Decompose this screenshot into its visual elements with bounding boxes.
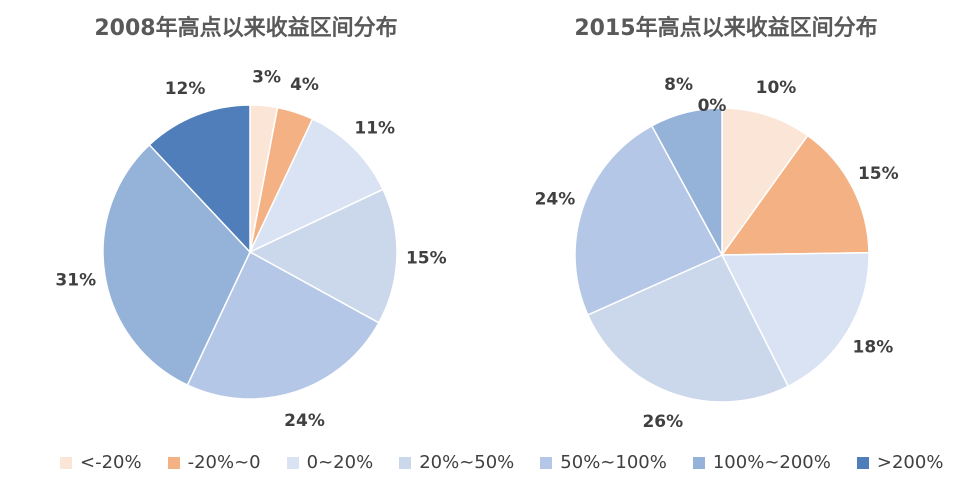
pie2008-label-gt200: 12% — [165, 79, 206, 99]
legend-swatch — [286, 456, 299, 469]
chart-title-2008: 2008年高点以来收益区间分布 — [94, 16, 398, 41]
pie2008-label-lt-neg20: 3% — [252, 67, 281, 87]
legend-swatch — [856, 456, 869, 469]
legend-label: 20%~50% — [419, 452, 515, 473]
pie2015-label-gt200: 0% — [698, 96, 727, 116]
pie2008-slice-100-200 — [102, 143, 251, 387]
pie2008-label-neg20-0: 4% — [290, 75, 319, 95]
pie2008-slice-50-100 — [186, 250, 380, 400]
pie2015-slice-neg20-0 — [720, 134, 870, 256]
pie2015-label-100-200: 8% — [664, 75, 693, 95]
pie2015-slice-20-50 — [586, 254, 790, 403]
pie2008-slice-20-50 — [248, 188, 398, 324]
legend-label: -20%~0 — [187, 452, 261, 473]
legend-item-0-20: 0~20% — [286, 452, 374, 473]
legend-label: >200% — [876, 452, 944, 473]
legend-swatch — [540, 456, 553, 469]
legend-label: 100%~200% — [712, 452, 831, 473]
pie2015-label-20-50: 26% — [642, 412, 683, 432]
pie2015-label-0-20: 18% — [853, 337, 894, 357]
chart-title-2015: 2015年高点以来收益区间分布 — [574, 16, 878, 41]
pie2008-label-0-20: 11% — [354, 118, 395, 138]
legend-label: 0~20% — [306, 452, 374, 473]
pie2008-label-100-200: 31% — [55, 271, 96, 291]
legend-item-lt-neg20: <-20% — [60, 452, 142, 473]
pie2015-slice-100-200 — [650, 107, 723, 256]
pie2008-slice-0-20 — [248, 117, 385, 254]
legend-label: <-20% — [80, 452, 142, 473]
legend-swatch — [60, 456, 72, 469]
legend-item-100-200: 100%~200% — [692, 452, 831, 473]
legend-label: 50%~100% — [560, 452, 667, 473]
legend-swatch — [167, 456, 180, 469]
legend-item-gt200: >200% — [856, 452, 944, 473]
pie2015-slice-50-100 — [574, 124, 724, 316]
legend-swatch — [399, 456, 412, 469]
pie2015-label-50-100: 24% — [535, 189, 576, 209]
pie2015-slice-0-20 — [720, 251, 870, 388]
pie2015-slice-lt-neg20 — [721, 107, 809, 258]
legend-item-20-50: 20%~50% — [399, 452, 514, 473]
pie2008-slice-gt200 — [148, 104, 251, 254]
legend-swatch — [692, 456, 705, 469]
legend-item-neg20-0: -20%~0 — [167, 452, 261, 473]
legend-item-50-100: 50%~100% — [540, 452, 667, 473]
pie2008-label-20-50: 15% — [406, 249, 447, 269]
legend: <-20% -20%~0 0~20% 20%~50% 50%~100% 100%~200%… — [60, 452, 948, 473]
pie2015-label-neg20-0: 15% — [858, 164, 899, 184]
pie2015-label-lt-neg20: 10% — [756, 78, 797, 98]
pie2008-label-50-100: 24% — [284, 411, 325, 431]
